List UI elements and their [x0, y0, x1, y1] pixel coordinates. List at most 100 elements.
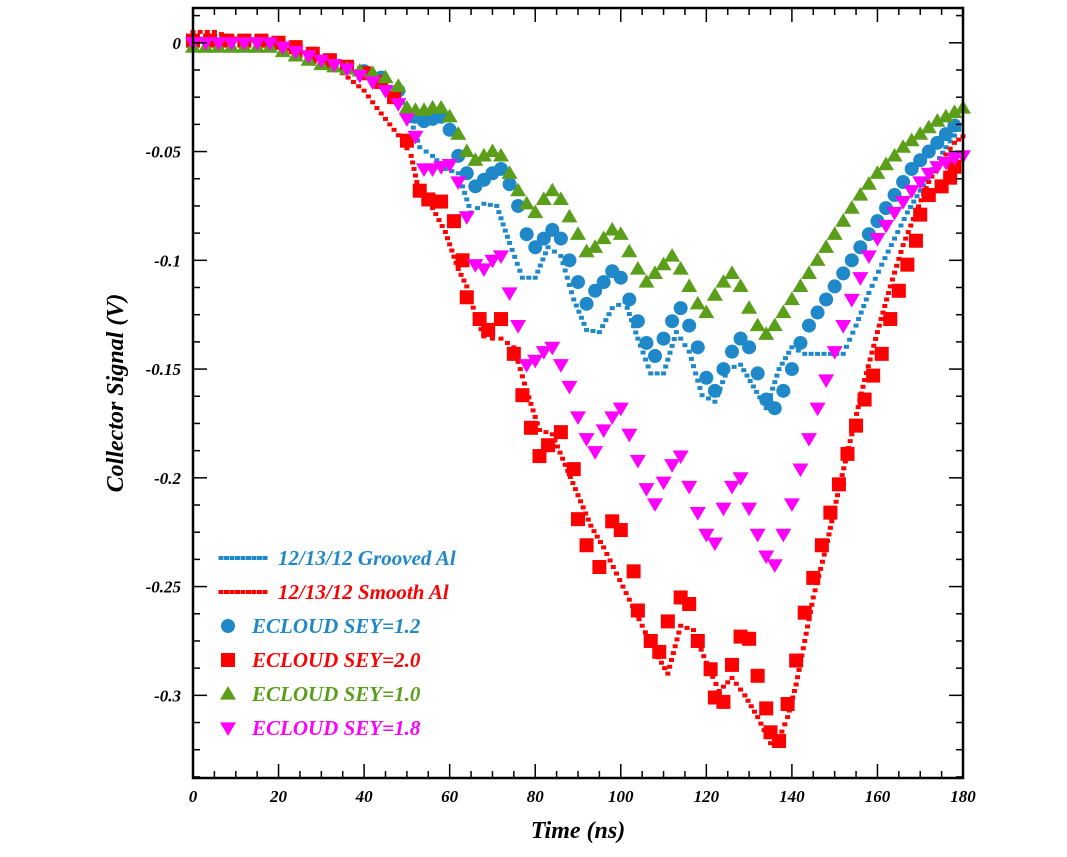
data-point: [461, 278, 467, 283]
legend-line-icon: [251, 556, 257, 560]
data-point: [879, 262, 885, 267]
data-point: [404, 146, 410, 151]
data-point: [791, 688, 797, 693]
data-point: [733, 681, 739, 686]
data-point: [557, 450, 563, 455]
data-point: [356, 84, 362, 89]
data-point: [775, 304, 792, 319]
data-point: [744, 373, 750, 378]
data-point: [947, 146, 953, 151]
legend-line-icon: [224, 556, 229, 560]
data-point: [720, 380, 726, 385]
data-point: [584, 327, 590, 332]
data-point: [943, 145, 949, 150]
data-point: [855, 405, 861, 410]
data-point: [882, 256, 888, 261]
data-point: [768, 741, 773, 746]
data-point: [699, 370, 714, 385]
data-point: [543, 430, 549, 435]
data-point: [364, 76, 381, 90]
data-point: [882, 303, 888, 308]
data-point: [661, 371, 667, 376]
data-point: [623, 591, 629, 596]
data-point: [802, 351, 808, 356]
data-point: [672, 450, 689, 465]
data-point: [345, 75, 351, 80]
data-point: [809, 602, 815, 607]
data-point: [517, 268, 523, 273]
data-point: [601, 545, 607, 550]
data-point: [782, 722, 788, 727]
data-point: [249, 37, 266, 51]
data-point: [630, 314, 645, 329]
data-point: [664, 247, 681, 262]
legend-line-icon: [257, 556, 262, 560]
data-point: [947, 139, 953, 144]
data-point: [421, 192, 436, 207]
data-point: [738, 362, 744, 367]
data-point: [387, 122, 393, 127]
data-point: [621, 428, 638, 443]
data-point: [810, 595, 816, 600]
data-point: [553, 425, 568, 440]
y-tick-label: 0: [173, 34, 182, 53]
data-point: [854, 411, 860, 416]
data-point: [819, 559, 825, 564]
x-tick-label: 80: [527, 787, 545, 806]
data-point: [378, 111, 384, 116]
data-point: [682, 596, 697, 611]
data-point: [684, 625, 690, 630]
data-point: [801, 433, 817, 447]
data-point: [412, 173, 418, 178]
data-point: [741, 502, 758, 517]
data-point: [223, 37, 240, 51]
data-point: [895, 230, 901, 235]
data-point: [466, 203, 472, 208]
data-point: [552, 191, 569, 206]
data-point: [742, 631, 757, 646]
data-point: [686, 349, 692, 354]
data-point: [793, 682, 799, 687]
data-point: [886, 206, 903, 221]
data-point: [553, 231, 568, 246]
legend-line-icon: [224, 590, 229, 594]
data-point: [364, 65, 381, 79]
data-point: [351, 69, 368, 84]
data-point: [459, 290, 474, 305]
data-point: [504, 234, 510, 239]
data-point: [587, 446, 604, 460]
data-point: [570, 481, 576, 486]
data-point: [876, 269, 882, 274]
data-point: [725, 344, 739, 359]
data-point: [545, 222, 560, 237]
data-point: [843, 200, 860, 214]
data-point: [588, 523, 594, 528]
data-point: [594, 534, 600, 539]
data-point: [390, 98, 407, 112]
data-point: [903, 236, 909, 241]
data-point: [779, 361, 785, 366]
plot-area: [185, 29, 971, 749]
data-point: [689, 507, 706, 521]
legend-item: ECLOUD SEY=1.0: [220, 682, 421, 706]
data-point: [442, 122, 457, 137]
data-point: [614, 571, 619, 576]
data-point: [705, 396, 711, 401]
data-point: [455, 171, 461, 176]
data-point: [604, 221, 621, 236]
data-point: [818, 566, 824, 571]
data-point: [620, 584, 626, 589]
data-point: [410, 125, 416, 130]
data-point: [741, 300, 758, 314]
data-point: [449, 248, 455, 253]
data-point: [326, 58, 343, 73]
data-point: [776, 367, 782, 372]
data-point: [720, 684, 726, 689]
data-point: [886, 147, 903, 162]
data-point: [512, 254, 518, 259]
data-point: [475, 263, 492, 278]
data-point: [758, 326, 775, 340]
data-point: [509, 247, 515, 252]
data-point: [818, 239, 835, 253]
data-point: [604, 411, 621, 425]
